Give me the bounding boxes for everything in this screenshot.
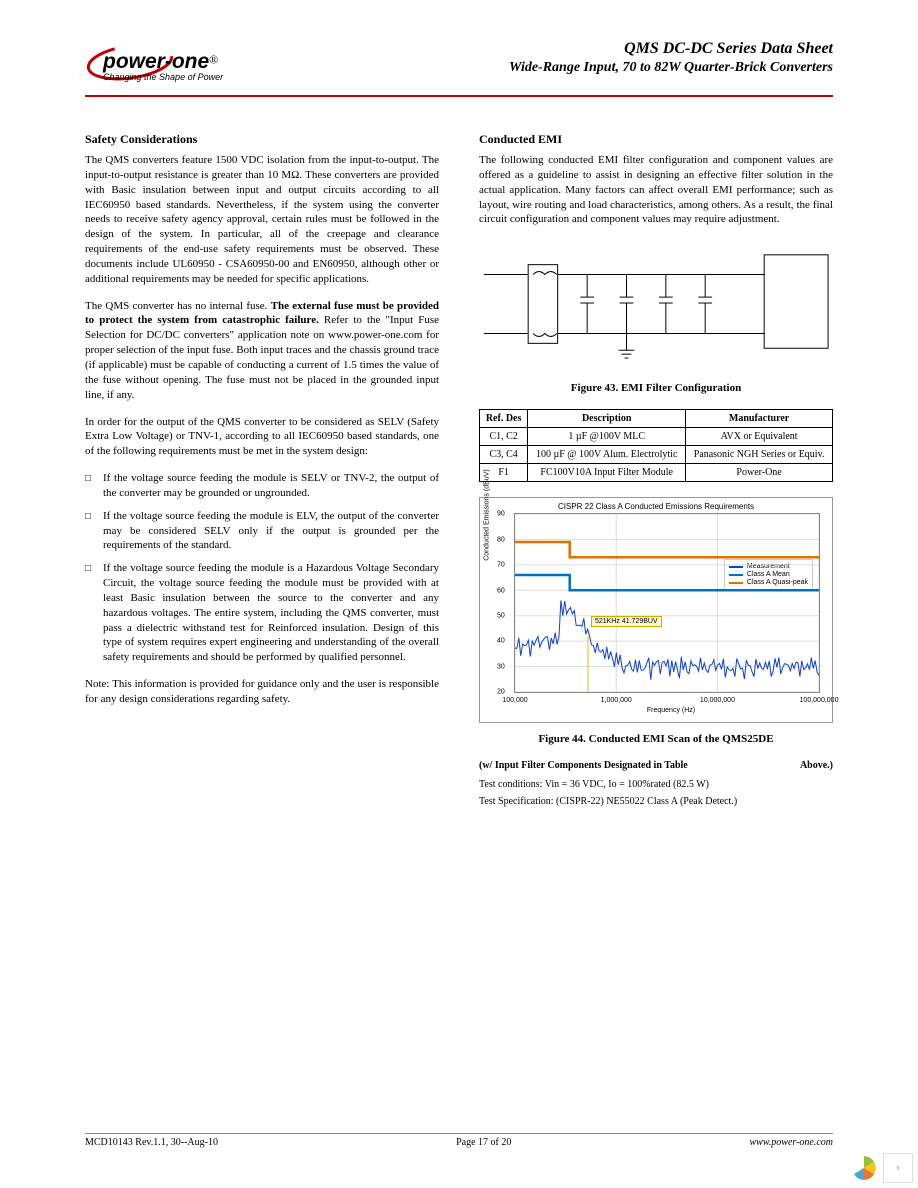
header-title-2: Wide-Range Input, 70 to 82W Quarter-Bric… <box>255 60 833 76</box>
table-header-row: Ref. Des Description Manufacturer <box>480 410 833 428</box>
chart-title: CISPR 22 Class A Conducted Emissions Req… <box>484 502 828 511</box>
emi-schematic <box>479 239 833 369</box>
header-titles: QMS DC-DC Series Data Sheet Wide-Range I… <box>255 40 833 76</box>
td-mfr: AVX or Equivalent <box>686 428 833 446</box>
td-ref: C3, C4 <box>480 446 528 464</box>
req-item-1: If the voltage source feeding the module… <box>103 471 439 501</box>
safety-p3: In order for the output of the QMS conve… <box>85 415 439 460</box>
subcaption-a: (w/ Input Filter Components Designated i… <box>479 760 688 771</box>
safety-p2a: The QMS converter has no internal fuse. <box>85 300 271 312</box>
viewer-logo-icon[interactable] <box>849 1153 879 1183</box>
table-row: C1, C2 1 µF @100V MLC AVX or Equivalent <box>480 428 833 446</box>
emi-chart: Line 1 CISPR 22 Class A Conducted Emissi… <box>479 497 833 723</box>
safety-heading: Safety Considerations <box>85 132 439 147</box>
next-page-button[interactable]: › <box>883 1153 913 1183</box>
td-desc: 100 µF @ 100V Alum. Electrolytic <box>528 446 686 464</box>
header-title-1: QMS DC-DC Series Data Sheet <box>255 40 833 58</box>
chart-xlabel: Frequency (Hz) <box>514 707 828 714</box>
td-ref: C1, C2 <box>480 428 528 446</box>
content-columns: Safety Considerations The QMS converters… <box>85 132 833 813</box>
safety-p1: The QMS converters feature 1500 VDC isol… <box>85 153 439 287</box>
emi-heading: Conducted EMI <box>479 132 833 147</box>
subcaption-b: Above.) <box>800 760 833 771</box>
page-header: power-one® Changing the Shape of Power Q… <box>85 40 833 97</box>
figure-44-subcaption: (w/ Input Filter Components Designated i… <box>479 760 833 771</box>
requirements-list: If the voltage source feeding the module… <box>85 471 439 665</box>
td-desc: FC100V10A Input Filter Module <box>528 464 686 482</box>
right-column: Conducted EMI The following conducted EM… <box>479 132 833 813</box>
emi-components-table: Ref. Des Description Manufacturer C1, C2… <box>479 409 833 482</box>
th-desc: Description <box>528 410 686 428</box>
page-footer: MCD10143 Rev.1.1, 30--Aug-10 Page 17 of … <box>85 1133 833 1148</box>
chart-plot-area: Conducted Emissions (dBuV) Measurement C… <box>514 513 820 693</box>
figure-43-caption: Figure 43. EMI Filter Configuration <box>479 382 833 394</box>
td-mfr: Power-One <box>686 464 833 482</box>
footer-center: Page 17 of 20 <box>456 1137 511 1148</box>
table-row: C3, C4 100 µF @ 100V Alum. Electrolytic … <box>480 446 833 464</box>
safety-note: Note: This information is provided for g… <box>85 677 439 707</box>
td-desc: 1 µF @100V MLC <box>528 428 686 446</box>
test-conditions-2: Test Specification: (CISPR-22) NE55022 C… <box>479 796 833 807</box>
figure-44-caption: Figure 44. Conducted EMI Scan of the QMS… <box>479 733 833 745</box>
footer-left: MCD10143 Rev.1.1, 30--Aug-10 <box>85 1137 218 1148</box>
table-row: F1 FC100V10A Input Filter Module Power-O… <box>480 464 833 482</box>
req-item-2: If the voltage source feeding the module… <box>103 509 439 554</box>
emi-p1: The following conducted EMI filter confi… <box>479 153 833 227</box>
chart-svg <box>515 514 819 692</box>
req-item-3: If the voltage source feeding the module… <box>103 561 439 665</box>
logo-area: power-one® Changing the Shape of Power <box>85 40 255 93</box>
test-conditions-1: Test conditions: Vin = 36 VDC, Io = 100%… <box>479 779 833 790</box>
logo-reg: ® <box>209 52 218 66</box>
th-refdes: Ref. Des <box>480 410 528 428</box>
chart-marker-label: 521KHz 41.729BUV <box>591 616 662 627</box>
logo-tagline: Changing the Shape of Power <box>103 72 223 82</box>
td-mfr: Panasonic NGH Series or Equiv. <box>686 446 833 464</box>
left-column: Safety Considerations The QMS converters… <box>85 132 439 813</box>
logo-text: power-one <box>103 50 209 73</box>
safety-p2c: Refer to the "Input Fuse Selection for D… <box>85 314 439 400</box>
viewer-nav-widget: › <box>849 1153 913 1183</box>
safety-p2: The QMS converter has no internal fuse. … <box>85 299 439 403</box>
th-mfr: Manufacturer <box>686 410 833 428</box>
chart-ylabel: Conducted Emissions (dBuV) <box>484 470 491 561</box>
footer-url: www.power-one.com <box>750 1137 834 1148</box>
page: power-one® Changing the Shape of Power Q… <box>0 0 918 1188</box>
